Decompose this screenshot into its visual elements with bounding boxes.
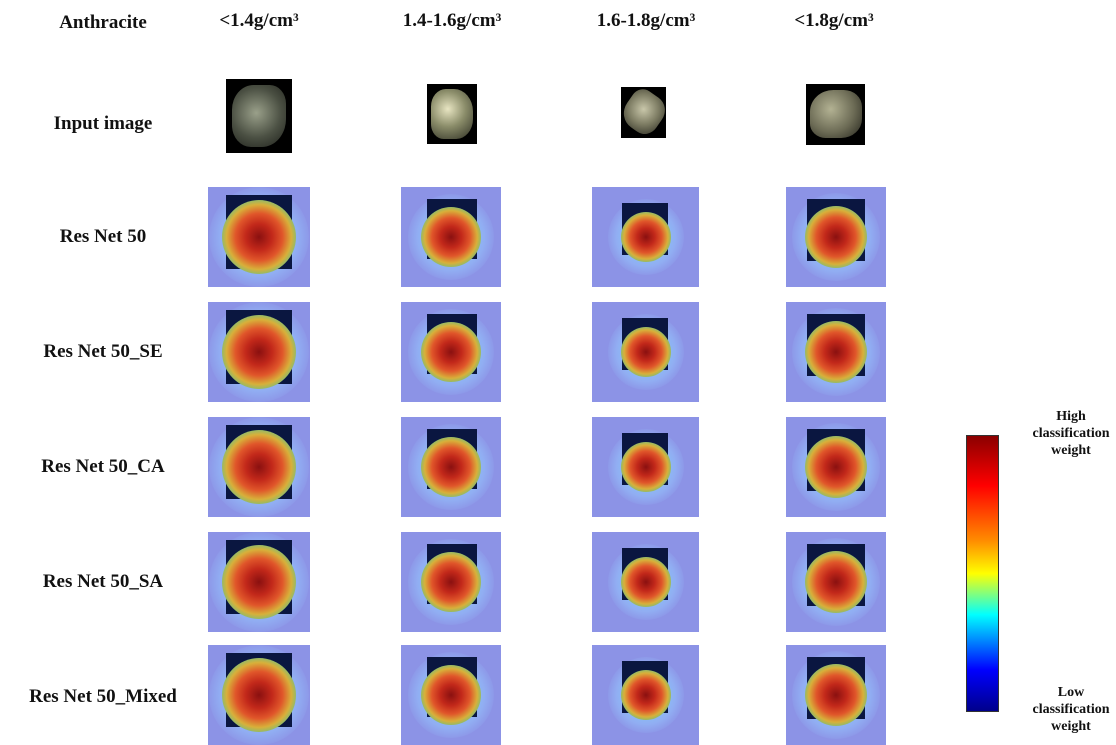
- row-label-resnet50-sa: Res Net 50_SA: [42, 571, 164, 592]
- heatmap-resnet50-mixed-col-1: [208, 645, 310, 745]
- column-header-4: <1.8g/cm³: [794, 10, 874, 31]
- heatmap-resnet50-ca-col-2: [401, 417, 501, 517]
- column-header-2: 1.4-1.6g/cm³: [402, 10, 502, 31]
- heatmap-resnet50-col-3: [592, 187, 699, 287]
- heatmap-resnet50-sa-col-2: [401, 532, 501, 632]
- heatmap-resnet50-sa-col-4: [786, 532, 886, 632]
- row-label-resnet50-mixed: Res Net 50_Mixed: [29, 686, 177, 707]
- heatmap-resnet50-se-col-4: [786, 302, 886, 402]
- heatmap-resnet50-ca-col-1: [208, 417, 310, 517]
- row-label-resnet50: Res Net 50: [59, 226, 147, 247]
- heatmap-resnet50-sa-col-1: [208, 532, 310, 632]
- heatmap-resnet50-se-col-2: [401, 302, 501, 402]
- heatmap-resnet50-mixed-col-2: [401, 645, 501, 745]
- heatmap-resnet50-se-col-3: [592, 302, 699, 402]
- heatmap-resnet50-ca-col-3: [592, 417, 699, 517]
- row-label-input-image: Input image: [53, 113, 153, 134]
- heatmap-resnet50-se-col-1: [208, 302, 310, 402]
- input-image-2: [427, 84, 477, 144]
- heatmap-resnet50-sa-col-3: [592, 532, 699, 632]
- heatmap-resnet50-mixed-col-4: [786, 645, 886, 745]
- heatmap-resnet50-col-2: [401, 187, 501, 287]
- input-image-1: [226, 79, 292, 153]
- colorbar-high-label: High classification weight: [1032, 409, 1110, 458]
- column-header-3: 1.6-1.8g/cm³: [596, 10, 696, 31]
- colorbar-low-label: Low classification weight: [1032, 685, 1110, 734]
- colorbar: [966, 435, 999, 712]
- heatmap-resnet50-col-1: [208, 187, 310, 287]
- heatmap-resnet50-ca-col-4: [786, 417, 886, 517]
- heatmap-resnet50-col-4: [786, 187, 886, 287]
- input-image-4: [806, 84, 865, 145]
- heatmap-resnet50-mixed-col-3: [592, 645, 699, 745]
- corner-label: Anthracite: [59, 12, 147, 33]
- row-label-resnet50-ca: Res Net 50_CA: [41, 456, 165, 477]
- input-image-3: [616, 84, 672, 140]
- row-label-resnet50-se: Res Net 50_SE: [43, 341, 163, 362]
- column-header-1: <1.4g/cm³: [219, 10, 299, 31]
